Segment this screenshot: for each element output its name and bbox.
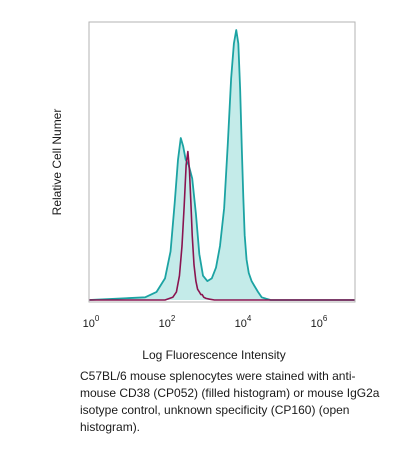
x-tick-labels: 100 102 104 106	[83, 314, 328, 330]
x-tick-label: 102	[159, 314, 176, 330]
x-tick-exponent: 6	[323, 314, 328, 323]
open-histogram-line	[89, 150, 355, 301]
x-tick-base: 10	[235, 318, 247, 330]
x-tick-label: 100	[83, 314, 100, 330]
x-tick-exponent: 4	[247, 314, 252, 323]
plot-frame	[88, 21, 356, 303]
figure-caption: C57BL/6 mouse splenocytes were stained w…	[80, 369, 380, 434]
x-tick-base: 10	[159, 318, 171, 330]
filled-histogram-line	[88, 29, 355, 301]
y-axis-title: Relative Cell Numer	[50, 109, 64, 216]
x-tick-base: 10	[311, 318, 323, 330]
filled-histogram-area	[89, 30, 355, 300]
series-layer	[88, 29, 355, 301]
x-tick-exponent: 2	[171, 314, 176, 323]
x-tick-base: 10	[83, 318, 95, 330]
x-tick-label: 106	[311, 314, 328, 330]
x-tick-exponent: 0	[95, 314, 100, 323]
x-axis-title: Log Fluorescence Intensity	[142, 348, 285, 362]
histogram-chart: 100 102 104 106 Log Fluorescence Intensity …	[50, 21, 356, 362]
x-tick-label: 104	[235, 314, 252, 330]
